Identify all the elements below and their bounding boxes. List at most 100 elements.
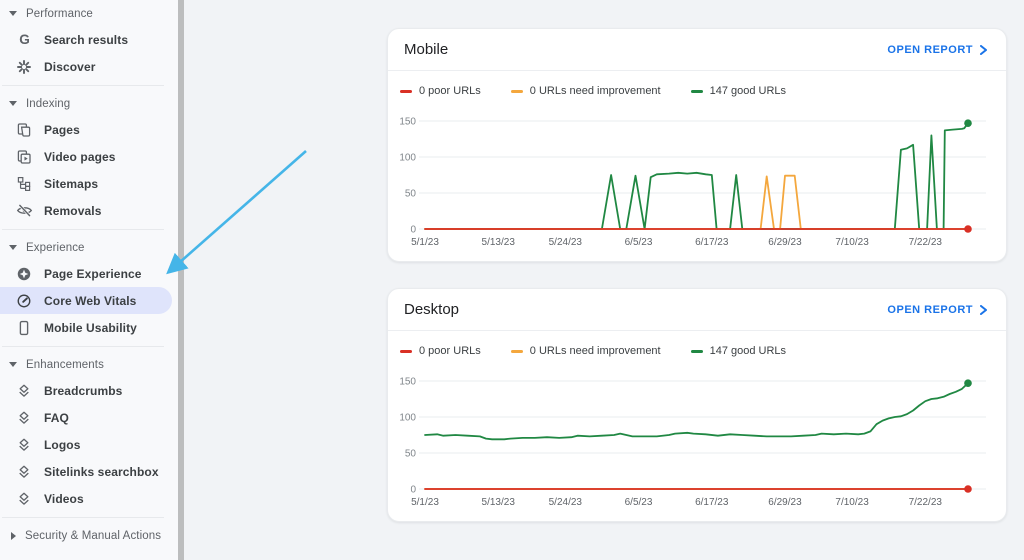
section-label: Security & Manual Actions xyxy=(25,529,162,542)
sidebar-item-label: Breadcrumbs xyxy=(44,383,123,398)
svg-text:6/5/23: 6/5/23 xyxy=(625,497,653,508)
section-header-enhancements[interactable]: Enhancements xyxy=(0,352,178,377)
sidebar-item-videos[interactable]: Videos xyxy=(0,485,172,512)
sidebar-item-mobile-usability[interactable]: Mobile Usability xyxy=(0,314,172,341)
sidebar-item-discover[interactable]: Discover xyxy=(0,53,172,80)
discover-burst-icon xyxy=(15,58,33,76)
enhancement-diamond-icon xyxy=(15,436,33,454)
nav-section-performance: Performance G Search results Discover xyxy=(0,1,178,80)
0-urls-need-improvement-dash-icon xyxy=(510,349,523,353)
sidebar-divider xyxy=(2,517,164,518)
sidebar-item-pages[interactable]: Pages xyxy=(0,116,172,143)
section-header-performance[interactable]: Performance xyxy=(0,1,178,26)
sidebar-divider xyxy=(2,229,164,230)
legend-item-0-poor-urls: 0 poor URLs xyxy=(400,345,481,357)
sidebar-item-sitelinks-searchbox[interactable]: Sitelinks searchbox xyxy=(0,458,172,485)
svg-text:100: 100 xyxy=(399,153,416,164)
enhancement-diamond-icon xyxy=(15,382,33,400)
svg-text:5/13/23: 5/13/23 xyxy=(482,497,516,508)
legend-item-0-poor-urls: 0 poor URLs xyxy=(400,85,481,97)
svg-text:G: G xyxy=(19,32,30,47)
legend-label: 0 poor URLs xyxy=(419,345,481,357)
svg-text:7/10/23: 7/10/23 xyxy=(835,497,869,508)
svg-text:6/17/23: 6/17/23 xyxy=(695,497,729,508)
chart-legend-desktop: 0 poor URLs 0 URLs need improvement 147 go… xyxy=(400,343,1006,359)
svg-text:0: 0 xyxy=(410,225,416,236)
legend-label: 0 poor URLs xyxy=(419,85,481,97)
sidebar-item-label: Core Web Vitals xyxy=(44,293,137,308)
svg-text:5/1/23: 5/1/23 xyxy=(411,497,439,508)
sidebar-item-label: Logos xyxy=(44,437,81,452)
nav-section-enhancements: Enhancements Breadcrumbs FAQ Logos Sitelinks… xyxy=(0,352,178,512)
core-web-vitals-gauge-icon xyxy=(15,292,33,310)
card-title-mobile: Mobile xyxy=(404,41,449,58)
sidebar-item-core-web-vitals[interactable]: Core Web Vitals xyxy=(0,287,172,314)
mobile-core-web-vitals-chart: 0 50 100 150 5/1/23 5/13/23 5/24/23 6/5/23 6/17/… xyxy=(399,117,986,248)
nav-section-experience: Experience Page Experience Core Web Vitals… xyxy=(0,235,178,341)
pages-icon xyxy=(15,121,33,139)
google-g-icon: G xyxy=(15,31,33,49)
svg-text:6/29/23: 6/29/23 xyxy=(768,497,802,508)
sidebar-item-label: Pages xyxy=(44,122,80,137)
legend-label: 147 good URLs xyxy=(709,345,787,357)
enhancement-diamond-icon xyxy=(15,409,33,427)
legend-item-147-good-urls: 147 good URLs xyxy=(690,345,787,357)
sidebar-scrollbar[interactable] xyxy=(178,0,184,560)
sidebar-divider xyxy=(2,85,164,86)
sidebar-item-sitemaps[interactable]: Sitemaps xyxy=(0,170,172,197)
sidebar-item-search-results[interactable]: G Search results xyxy=(0,26,172,53)
nav-section-indexing: Indexing Pages Video pages Sitemaps Removals xyxy=(0,91,178,224)
chevron-down-icon xyxy=(9,101,17,106)
svg-text:7/10/23: 7/10/23 xyxy=(835,237,869,248)
svg-text:7/22/23: 7/22/23 xyxy=(909,237,943,248)
sitemaps-icon xyxy=(15,175,33,193)
card-desktop: Desktop OPEN REPORT 0 poor URLs 0 URLs ne… xyxy=(387,288,1007,522)
chevron-right-icon xyxy=(11,531,16,540)
main-content: Mobile OPEN REPORT 0 poor URLs 0 URLs nee… xyxy=(184,0,1024,560)
sidebar-item-faq[interactable]: FAQ xyxy=(0,404,172,431)
chevron-right-icon xyxy=(980,44,987,55)
legend-item-0-urls-need-improvement: 0 URLs need improvement xyxy=(510,345,661,357)
svg-text:5/1/23: 5/1/23 xyxy=(411,237,439,248)
svg-text:6/5/23: 6/5/23 xyxy=(625,237,653,248)
card-mobile: Mobile OPEN REPORT 0 poor URLs 0 URLs nee… xyxy=(387,28,1007,262)
legend-label: 0 URLs need improvement xyxy=(529,85,661,97)
svg-text:150: 150 xyxy=(399,117,416,128)
sidebar-item-video-pages[interactable]: Video pages xyxy=(0,143,172,170)
sidebar-item-label: Video pages xyxy=(44,149,116,164)
0-urls-need-improvement-dash-icon xyxy=(510,89,523,93)
sidebar-item-logos[interactable]: Logos xyxy=(0,431,172,458)
sidebar-item-page-experience[interactable]: Page Experience xyxy=(0,260,172,287)
sidebar-item-label: Removals xyxy=(44,203,102,218)
chevron-down-icon xyxy=(9,11,17,16)
svg-text:6/17/23: 6/17/23 xyxy=(695,237,729,248)
svg-text:5/24/23: 5/24/23 xyxy=(549,237,583,248)
section-label: Performance xyxy=(26,7,93,20)
open-report-label: OPEN REPORT xyxy=(887,43,973,56)
svg-text:5/24/23: 5/24/23 xyxy=(549,497,583,508)
enhancement-diamond-icon xyxy=(15,490,33,508)
sidebar-item-label: Page Experience xyxy=(44,266,142,281)
sidebar-item-removals[interactable]: Removals xyxy=(0,197,172,224)
open-report-link-mobile[interactable]: OPEN REPORT xyxy=(887,44,988,56)
svg-text:50: 50 xyxy=(405,449,417,460)
sidebar-item-label: Videos xyxy=(44,491,84,506)
desktop-core-web-vitals-chart: 0 50 100 150 5/1/23 5/13/23 5/24/23 6/5/23 6/17/… xyxy=(399,377,986,508)
chevron-right-icon xyxy=(980,304,987,315)
sidebar-item-label: Mobile Usability xyxy=(44,320,137,335)
legend-label: 147 good URLs xyxy=(709,85,787,97)
section-label: Enhancements xyxy=(26,358,104,371)
section-header-indexing[interactable]: Indexing xyxy=(0,91,178,116)
section-header-experience[interactable]: Experience xyxy=(0,235,178,260)
open-report-link-desktop[interactable]: OPEN REPORT xyxy=(887,304,988,316)
section-header-security-manual-actions[interactable]: Security & Manual Actions xyxy=(0,523,178,548)
sidebar-item-breadcrumbs[interactable]: Breadcrumbs xyxy=(0,377,172,404)
svg-text:6/29/23: 6/29/23 xyxy=(768,237,802,248)
legend-item-147-good-urls: 147 good URLs xyxy=(690,85,787,97)
card-title-desktop: Desktop xyxy=(404,301,460,318)
open-report-label: OPEN REPORT xyxy=(887,303,973,316)
0-poor-urls-dash-icon xyxy=(400,349,412,353)
chart-legend-mobile: 0 poor URLs 0 URLs need improvement 147 go… xyxy=(400,83,1006,99)
nav-section-security-manual-actions: Security & Manual Actions xyxy=(0,523,178,548)
